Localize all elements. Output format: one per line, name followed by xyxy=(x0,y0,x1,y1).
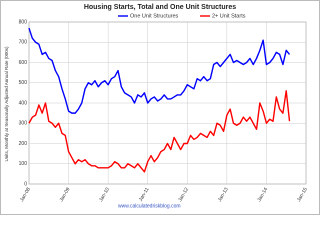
series-line xyxy=(28,90,291,173)
series-line xyxy=(28,27,291,114)
y-tick-label: 400 xyxy=(19,100,28,106)
y-tick-label: 500 xyxy=(19,80,28,86)
y-tick-label: 0 xyxy=(24,181,27,187)
y-tick-label: 100 xyxy=(19,161,28,167)
legend-label: 2+ Unit Starts xyxy=(212,13,246,19)
y-tick-label: 600 xyxy=(19,60,28,66)
chart-title: Housing Starts, Total and One Unit Struc… xyxy=(84,4,236,11)
y-tick-label: 200 xyxy=(19,141,28,147)
y-axis-label: Units, Monthly at Seasonally Adjusted An… xyxy=(4,46,9,162)
chart: Housing Starts, Total and One Unit Struc… xyxy=(0,0,320,215)
y-tick-label: 700 xyxy=(19,40,28,46)
legend-label: One Unit Structures xyxy=(130,13,179,19)
y-tick-label: 800 xyxy=(19,19,28,25)
source: www.calculatedriskblog.com xyxy=(118,203,181,209)
y-tick-label: 300 xyxy=(19,121,28,127)
